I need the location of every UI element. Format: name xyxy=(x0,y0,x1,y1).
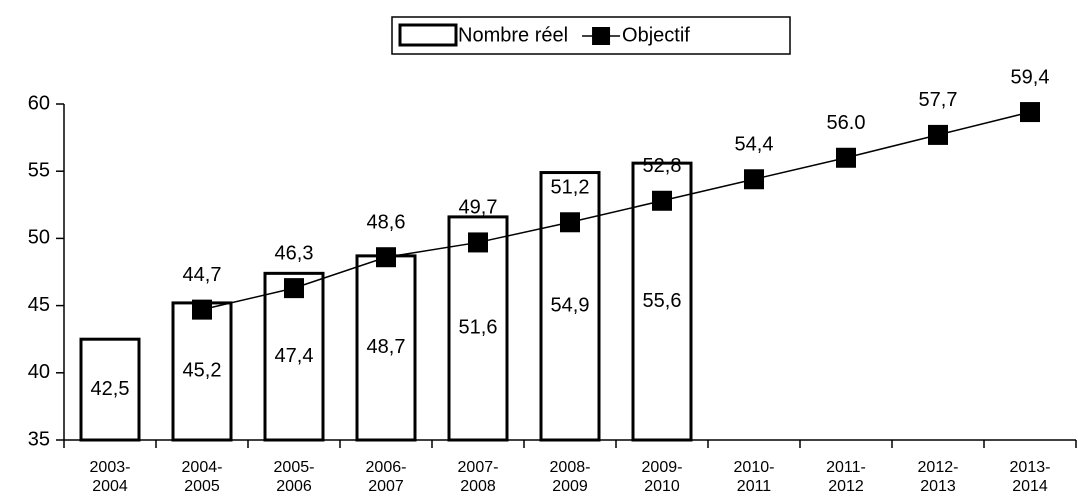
line-marker xyxy=(1020,102,1040,123)
x-tick-label: 2011 xyxy=(737,478,772,495)
line xyxy=(201,111,1031,311)
x-tick-label: 2007 xyxy=(368,478,404,495)
bar-value-label: 45,2 xyxy=(183,360,222,382)
x-tick-label: 2010 xyxy=(644,478,680,495)
bar-value-label: 42,5 xyxy=(91,378,130,400)
legend-label: Nombre réel xyxy=(458,24,568,46)
line-marker xyxy=(836,147,856,168)
x-tick-label: 2012 xyxy=(828,478,864,495)
y-tick-label: 55 xyxy=(28,159,50,181)
x-tick-label: 2005- xyxy=(274,459,315,476)
bar-value-label: 48,7 xyxy=(367,336,406,358)
line-value-label: 56.0 xyxy=(827,112,866,134)
line-value-label: 44,7 xyxy=(183,264,222,286)
bar xyxy=(79,337,141,442)
bar xyxy=(447,215,509,442)
line-marker xyxy=(284,278,304,299)
x-tick-label: 2009- xyxy=(642,459,683,476)
line-marker xyxy=(560,212,580,233)
line-value-label: 48,6 xyxy=(367,211,406,233)
bar xyxy=(263,271,325,442)
line-value-label: 46,3 xyxy=(275,242,314,264)
x-tick-label: 2005 xyxy=(184,478,220,495)
line-value-label: 54,4 xyxy=(735,134,774,156)
line-value-label: 57,7 xyxy=(919,89,958,111)
y-tick-label: 40 xyxy=(28,361,50,383)
legend-swatch xyxy=(398,23,458,47)
x-tick-label: 2004- xyxy=(182,459,223,476)
bar-value-label: 47,4 xyxy=(275,345,314,367)
x-tick-label: 2008 xyxy=(460,478,496,495)
bar-value-label: 54,9 xyxy=(551,295,590,317)
x-tick-label: 2006 xyxy=(276,478,312,495)
bar xyxy=(355,254,417,442)
y-tick-label: 50 xyxy=(28,227,50,249)
x-tick-label: 2003- xyxy=(90,459,131,476)
x-tick-label: 2012- xyxy=(918,459,959,476)
line-marker xyxy=(652,190,672,211)
x-tick-label: 2011- xyxy=(826,459,866,476)
y-tick-label: 45 xyxy=(28,294,50,316)
x-tick-label: 2013 xyxy=(920,478,956,495)
bar-value-label: 55,6 xyxy=(643,290,682,312)
x-tick-label: 2004 xyxy=(92,478,128,495)
line-value-label: 51,2 xyxy=(551,177,590,199)
y-tick-label: 35 xyxy=(28,428,50,450)
legend-marker xyxy=(592,27,611,45)
line-marker xyxy=(192,299,212,320)
x-tick-label: 2008- xyxy=(550,459,591,476)
line-marker xyxy=(376,247,396,268)
line-value-label: 59,4 xyxy=(1011,66,1050,88)
line-marker xyxy=(928,124,948,145)
x-tick-label: 2010- xyxy=(734,459,775,476)
y-tick-label: 60 xyxy=(28,92,50,114)
line-value-label: 52,8 xyxy=(643,155,682,177)
x-tick-label: 2007- xyxy=(458,459,499,476)
line-value-label: 49,7 xyxy=(459,197,498,219)
line-marker xyxy=(468,232,488,253)
legend-label: Objectif xyxy=(622,24,690,46)
x-tick-label: 2014 xyxy=(1012,478,1048,495)
x-tick-label: 2013- xyxy=(1010,459,1051,476)
bar-value-label: 51,6 xyxy=(459,317,498,339)
x-tick-label: 2009 xyxy=(552,478,588,495)
bar xyxy=(171,301,233,442)
x-tick-label: 2006- xyxy=(366,459,407,476)
line-marker xyxy=(744,169,764,190)
